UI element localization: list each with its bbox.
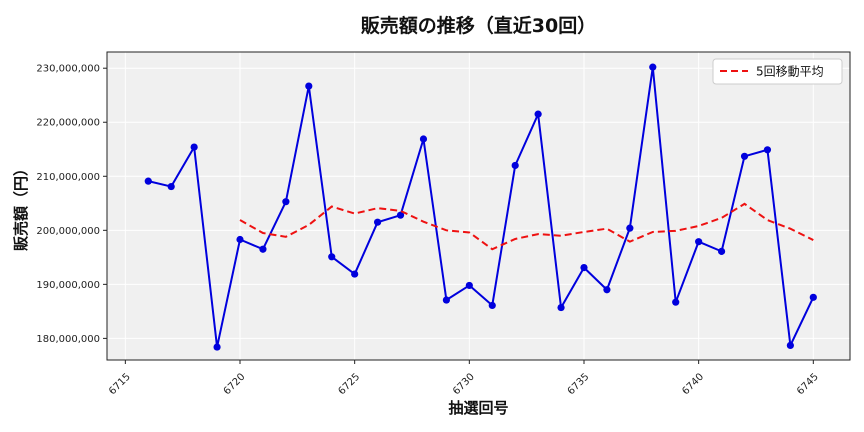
sales-data-point — [740, 152, 749, 160]
sales-data-point — [305, 82, 313, 90]
sales-data-point — [672, 298, 680, 306]
sales-data-point — [603, 286, 611, 294]
series-layer — [144, 63, 817, 351]
chart-title: 販売額の推移（直近30回） — [361, 14, 596, 37]
legend: 5回移動平均 — [712, 58, 843, 85]
y-tick-label: 210,000,000 — [36, 172, 100, 183]
legend-box — [712, 58, 843, 85]
x-tick-label: 6730 — [451, 371, 477, 397]
sales-data-point — [809, 293, 817, 301]
sales-data-point — [695, 238, 703, 246]
sales-data-point — [190, 143, 198, 151]
sales-data-point — [534, 110, 542, 118]
x-tick-label: 6745 — [795, 371, 821, 397]
sales-data-point — [236, 235, 244, 244]
x-tick-label: 6735 — [566, 371, 592, 397]
x-axis-label: 抽選回号 — [448, 399, 508, 417]
x-tick-label: 6740 — [680, 371, 706, 397]
y-tick-label: 230,000,000 — [36, 64, 100, 75]
sales-data-point — [511, 161, 519, 170]
y-tick-label: 190,000,000 — [36, 280, 100, 291]
sales-data-point — [649, 63, 657, 71]
sales-data-point — [626, 224, 634, 232]
sales-data-point — [351, 270, 359, 278]
sales-data-point — [259, 245, 267, 253]
y-tick-label: 220,000,000 — [36, 118, 100, 129]
plot-area — [107, 52, 850, 360]
sales-data-point — [373, 218, 382, 226]
sales-data-point — [419, 135, 428, 143]
sales-data-point — [167, 182, 175, 191]
sales-data-point — [328, 253, 336, 261]
x-tick-label: 6715 — [107, 371, 133, 397]
sales-series-line — [148, 66, 815, 349]
sales-data-point — [442, 296, 450, 304]
x-tick-label: 6725 — [336, 371, 362, 397]
x-tick-label: 6720 — [222, 371, 248, 397]
plot-frame — [106, 51, 851, 361]
moving-average-line — [239, 202, 814, 251]
y-tick-label: 200,000,000 — [36, 226, 100, 237]
sales-data-point — [717, 247, 726, 255]
sales-data-point — [396, 211, 405, 219]
sales-data-point — [786, 341, 794, 350]
sales-data-point — [580, 264, 588, 272]
sales-data-point — [763, 146, 772, 154]
y-axis-label: 販売額（円） — [12, 161, 30, 251]
sales-data-point — [465, 281, 473, 290]
sales-data-point — [144, 177, 152, 185]
sales-data-point — [488, 301, 496, 310]
legend-label-moving-average: 5回移動平均 — [756, 65, 824, 79]
y-tick-label: 180,000,000 — [36, 334, 100, 345]
sales-data-point — [282, 198, 290, 206]
sales-data-point — [213, 343, 221, 351]
sales-data-point — [557, 303, 565, 312]
